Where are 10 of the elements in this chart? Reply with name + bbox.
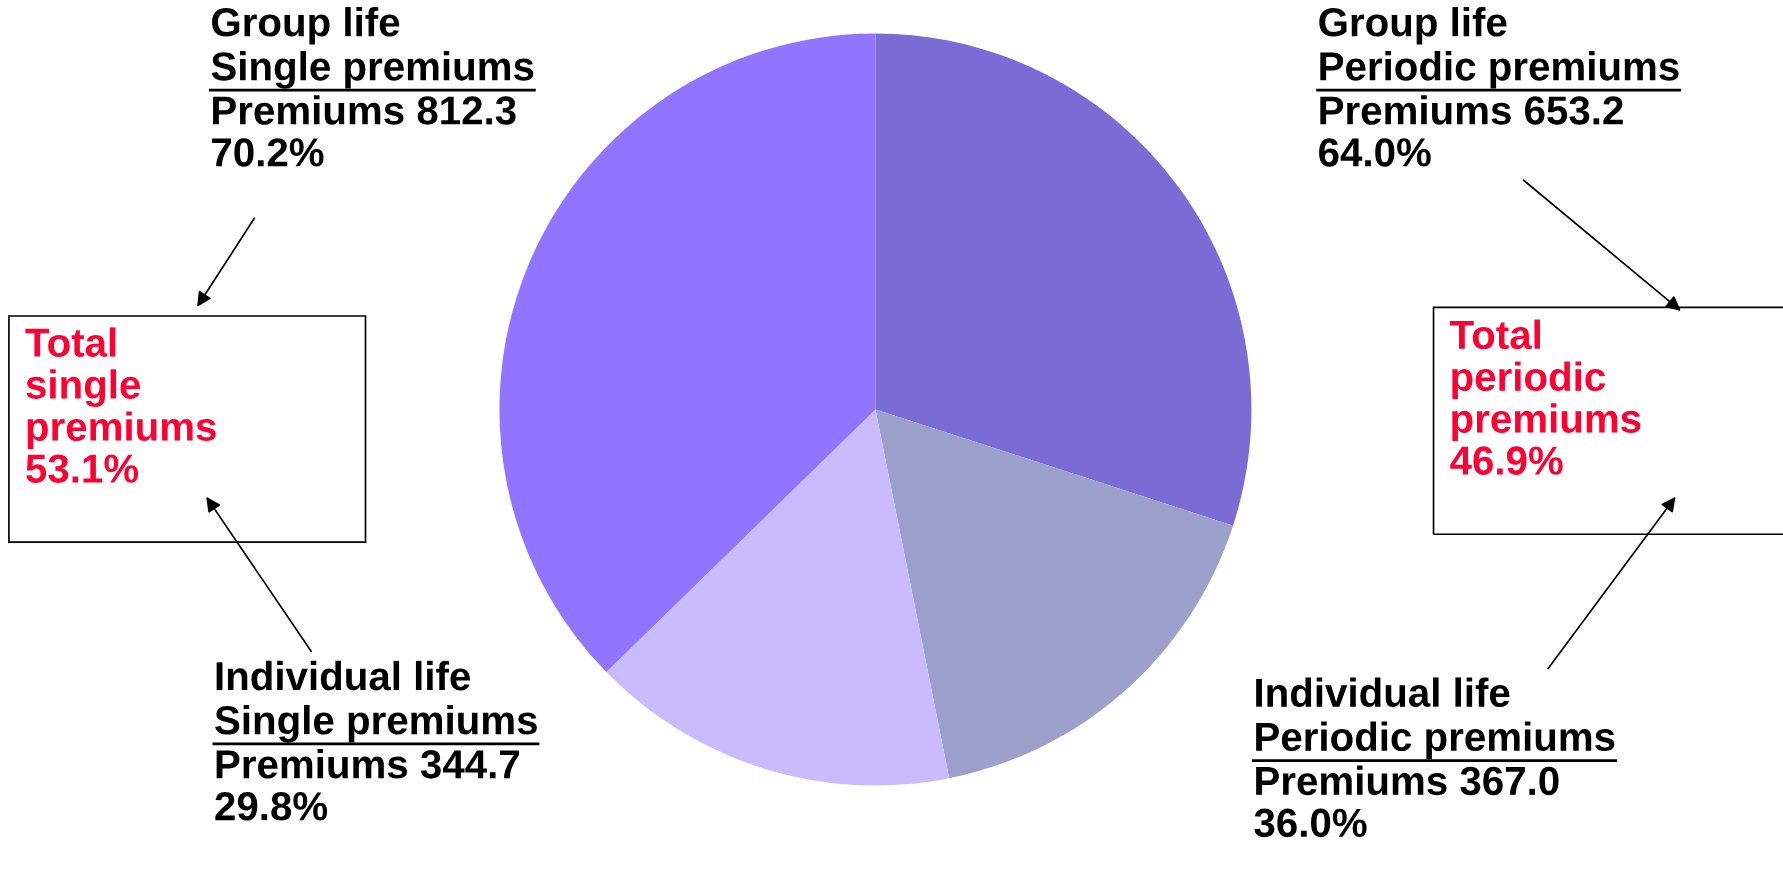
slice-label: Group life Periodic premiums — [1319, 6, 1679, 89]
data-label: Premiums 367.0 36.0% — [1254, 765, 1559, 838]
slice-label: Group life Single premiums — [211, 6, 534, 89]
text: Total periodic premiums 46.9% — [1450, 319, 1641, 475]
text: Total single premiums 53.1% — [25, 327, 216, 483]
slice-label: Individual life Single premiums — [215, 660, 537, 743]
data-label: Premiums 344.7 29.8% — [215, 749, 519, 821]
slice-label: Individual life Periodic premiums — [1256, 677, 1615, 760]
data-label: Premiums 812.3 70.2% — [212, 95, 516, 167]
data-label: Premiums 653.2 64.0% — [1319, 95, 1623, 167]
